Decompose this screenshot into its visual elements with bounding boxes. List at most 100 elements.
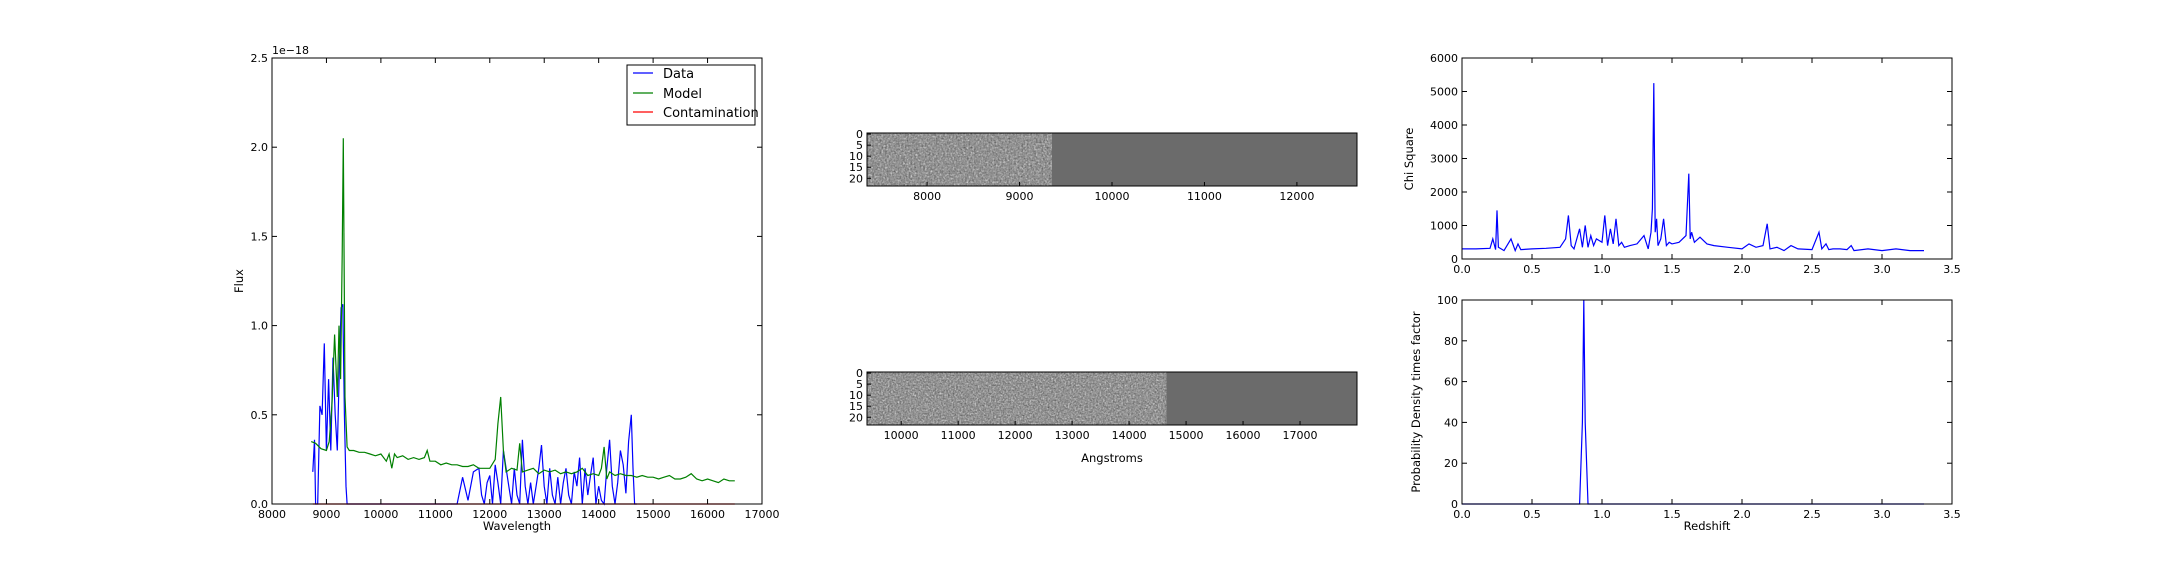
image-bottom-ytick-label: 0 <box>856 367 863 380</box>
spectrum-xtick-label: 8000 <box>258 508 286 521</box>
image-top-ytick-label: 5 <box>856 139 863 152</box>
chi-square-xtick-label: 3.5 <box>1943 263 1961 276</box>
spectrum-line-model <box>310 138 735 484</box>
chi-square-ylabel: Chi Square <box>1402 128 1416 191</box>
spectrum-offset-text: 1e−18 <box>272 44 309 57</box>
chi-square-xtick-label: 1.0 <box>1593 263 1611 276</box>
image-bottom-xtick-label: 15000 <box>1169 429 1204 442</box>
probability-density-xtick-label: 1.5 <box>1663 508 1681 521</box>
probability-density-ytick-label: 40 <box>1444 416 1458 429</box>
spectrum-xtick-label: 10000 <box>363 508 398 521</box>
image-bottom-xtick-label: 10000 <box>884 429 919 442</box>
image-top-ytick-label: 20 <box>849 172 863 185</box>
spectrum-marks <box>310 138 735 506</box>
probability-density-axes-frame <box>1461 299 1953 505</box>
image-top-noise <box>867 133 1052 186</box>
spectrum-axes-frame <box>271 57 763 505</box>
image-top-xtick-label: 10000 <box>1095 190 1130 203</box>
probability-density-ticks: 0.0 0.5 1.0 1.5 2.0 2.5 3.0 3.5 0 20 40 60 80 100 <box>1437 294 1961 521</box>
spectrum-xtick-label: 9000 <box>312 508 340 521</box>
image-top-ytick-label: 10 <box>849 150 863 163</box>
chi-square-ytick-label: 4000 <box>1430 119 1458 132</box>
image-top-ytick-label: 15 <box>849 161 863 174</box>
chi-square-xtick-label: 1.5 <box>1663 263 1681 276</box>
spectrum-line-data <box>312 303 637 506</box>
chi-square-line-series-0 <box>1462 83 1924 253</box>
probability-density-line-series-0 <box>1462 299 1924 505</box>
spectrum-xtick-label: 12000 <box>472 508 507 521</box>
probability-density-ytick-label: 80 <box>1444 335 1458 348</box>
spectrum-ytick-label: 2.0 <box>251 141 269 154</box>
chi-square-ytick-label: 5000 <box>1430 86 1458 99</box>
image-top-xtick-label: 9000 <box>1006 190 1034 203</box>
spectrum-xtick-label: 17000 <box>745 508 780 521</box>
chi-square-xtick-label: 3.0 <box>1873 263 1891 276</box>
chi-square-plot: 0.0 0.5 1.0 1.5 2.0 2.5 3.0 3.5 0 1000 2000 3000 400… <box>1402 52 1961 276</box>
probability-density-ytick-label: 0 <box>1451 498 1458 511</box>
probability-density-ylabel: Probability Density times factor <box>1409 311 1423 492</box>
image-bottom-ytick-label: 10 <box>849 389 863 402</box>
image-bottom-xtick-label: 16000 <box>1226 429 1261 442</box>
probability-density-plot: 0.0 0.5 1.0 1.5 2.0 2.5 3.0 3.5 0 20 40 60 80 100 Red… <box>1409 294 1961 533</box>
image-bottom-xtick-label: 12000 <box>998 429 1033 442</box>
chi-square-ticks: 0.0 0.5 1.0 1.5 2.0 2.5 3.0 3.5 0 1000 2000 3000 400… <box>1430 52 1961 276</box>
image-bottom-xlabel: Angstroms <box>1081 451 1143 465</box>
chi-square-xtick-label: 2.0 <box>1733 263 1751 276</box>
image-top-xtick-label: 11000 <box>1187 190 1222 203</box>
chi-square-axes-frame <box>1461 57 1953 260</box>
spectrum-xtick-label: 13000 <box>527 508 562 521</box>
spectrum-plot: 8000 9000 10000 11000 12000 13000 14000 15000 16… <box>232 44 780 533</box>
probability-density-xtick-label: 3.5 <box>1943 508 1961 521</box>
image-bottom-ticks: 10000 11000 12000 13000 14000 15000 16000 17000… <box>849 367 1318 442</box>
spectrum-xtick-label: 14000 <box>581 508 616 521</box>
spectrum-xtick-label: 11000 <box>418 508 453 521</box>
chi-square-ytick-label: 1000 <box>1430 220 1458 233</box>
chi-square-ytick-label: 6000 <box>1430 52 1458 65</box>
image-bottom-ytick-label: 15 <box>849 400 863 413</box>
spectrum-ytick-label: 2.5 <box>251 52 269 65</box>
probability-density-ytick-label: 100 <box>1437 294 1458 307</box>
image-bottom-ytick-label: 5 <box>856 378 863 391</box>
spectrum-ticks: 8000 9000 10000 11000 12000 13000 14000 15000 16… <box>251 52 780 521</box>
image-top-xtick-label: 8000 <box>913 190 941 203</box>
probability-density-marks <box>1462 299 1924 505</box>
image-bottom-xtick-label: 13000 <box>1055 429 1090 442</box>
image-bottom-plot: 10000 11000 12000 13000 14000 15000 16000 17000… <box>849 367 1358 465</box>
spectrum-legend: Data Model Contamination <box>626 64 759 126</box>
probability-density-xlabel: Redshift <box>1684 519 1731 533</box>
chi-square-ytick-label: 0 <box>1451 253 1458 266</box>
spectrum-ytick-label: 0.0 <box>251 498 269 511</box>
image-top-xtick-label: 12000 <box>1279 190 1314 203</box>
spectrum-ytick-label: 1.0 <box>251 320 269 333</box>
spectrum-xlabel: Wavelength <box>483 519 551 533</box>
image-bottom-frame <box>866 371 1358 426</box>
image-bottom-xtick-label: 14000 <box>1112 429 1147 442</box>
image-bottom-noise <box>867 372 1167 425</box>
probability-density-ytick-label: 20 <box>1444 457 1458 470</box>
probability-density-xtick-label: 3.0 <box>1873 508 1891 521</box>
chi-square-xtick-label: 2.5 <box>1803 263 1821 276</box>
spectrum-ylabel: Flux <box>232 269 246 293</box>
probability-density-xtick-label: 0.5 <box>1523 508 1541 521</box>
chi-square-xtick-label: 0.5 <box>1523 263 1541 276</box>
spectrum-xtick-label: 15000 <box>636 508 671 521</box>
spectrum-ytick-label: 1.5 <box>251 230 269 243</box>
image-bottom-xtick-label: 17000 <box>1283 429 1318 442</box>
probability-density-xtick-label: 2.5 <box>1803 508 1821 521</box>
probability-density-xtick-label: 1.0 <box>1593 508 1611 521</box>
image-bottom-ytick-label: 20 <box>849 411 863 424</box>
probability-density-xtick-label: 0.0 <box>1453 508 1471 521</box>
legend-entry-data: Data <box>663 67 694 82</box>
image-bottom-xtick-label: 11000 <box>941 429 976 442</box>
probability-density-ytick-label: 60 <box>1444 376 1458 389</box>
image-top-ytick-label: 0 <box>856 128 863 141</box>
spectrum-ytick-label: 0.5 <box>251 409 269 422</box>
probability-density-xtick-label: 2.0 <box>1733 508 1751 521</box>
spectrum-xtick-label: 16000 <box>690 508 725 521</box>
chi-square-xtick-label: 0.0 <box>1453 263 1471 276</box>
legend-entry-contamination: Contamination <box>663 106 759 121</box>
chi-square-ytick-label: 2000 <box>1430 186 1458 199</box>
